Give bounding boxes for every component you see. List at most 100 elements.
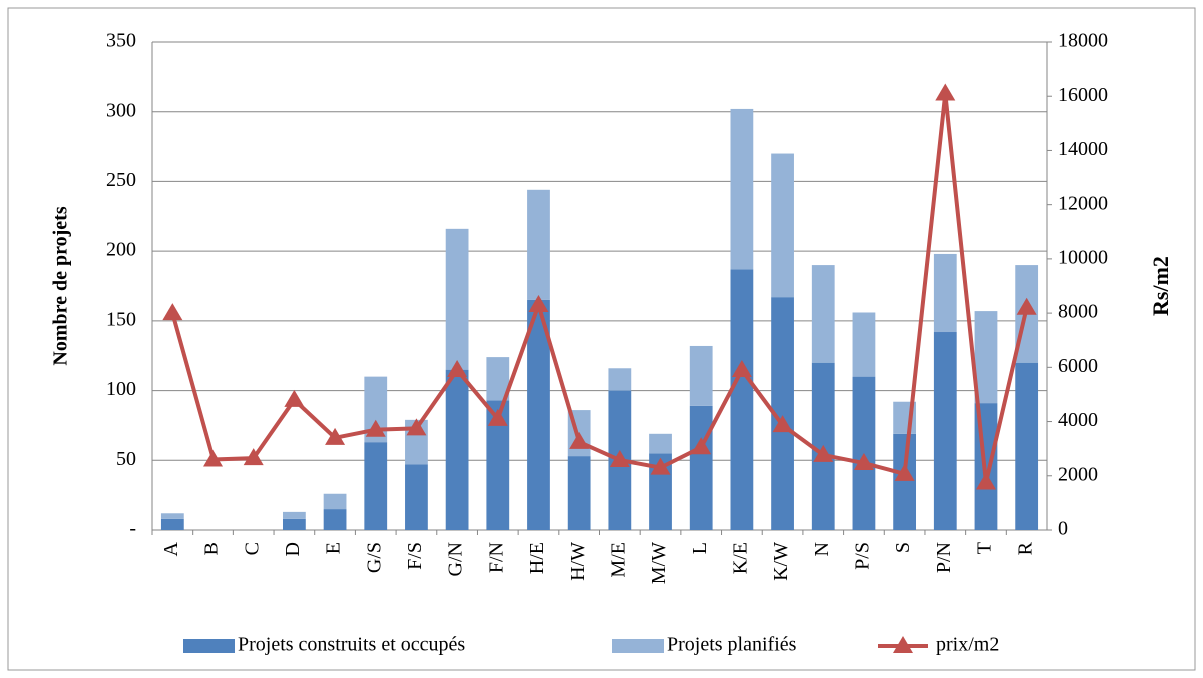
y2-tick-label: 6000: [1058, 355, 1098, 377]
y2-tick-label: 14000: [1058, 138, 1108, 160]
y-tick-label: -: [129, 518, 136, 540]
bar: [893, 433, 917, 530]
x-tick-label: G/N: [445, 542, 467, 576]
bar: [282, 511, 306, 519]
marker: [731, 360, 752, 378]
legend-swatch: [183, 639, 235, 653]
y-tick-label: 200: [106, 239, 136, 261]
bar: [771, 153, 794, 298]
bar: [323, 509, 347, 530]
marker: [447, 360, 468, 378]
marker: [975, 472, 996, 490]
x-tick-label: H/W: [567, 542, 589, 581]
marker: [365, 419, 386, 437]
x-tick-label: M/W: [648, 542, 670, 584]
y2-tick-label: 2000: [1058, 463, 1098, 485]
marker: [609, 450, 630, 468]
legend-label: prix/m2: [936, 634, 999, 656]
y-tick-label: 150: [106, 308, 136, 330]
bar: [811, 265, 835, 363]
marker: [935, 83, 956, 101]
marker: [569, 431, 590, 449]
bar: [649, 433, 672, 454]
marker: [284, 389, 305, 407]
bar: [852, 312, 876, 377]
marker: [528, 294, 549, 312]
bar: [771, 297, 794, 530]
marker: [813, 444, 834, 462]
x-tick-label: L: [689, 542, 711, 554]
x-tick-label: M/E: [607, 542, 629, 578]
marker: [772, 415, 793, 433]
x-tick-label: R: [1014, 541, 1036, 555]
x-tick-label: P/S: [852, 542, 874, 570]
bar: [527, 189, 550, 300]
marker: [853, 453, 874, 471]
x-tick-label: S: [892, 542, 914, 553]
x-tick-label: K/W: [770, 542, 792, 581]
bar: [445, 228, 469, 370]
x-tick-label: T: [974, 542, 996, 554]
y2-tick-label: 4000: [1058, 409, 1098, 431]
line: [170, 91, 1029, 485]
bar: [689, 405, 713, 530]
bar: [160, 518, 184, 530]
x-tick-label: G/S: [363, 542, 385, 573]
legend-label: Projets planifiés: [667, 634, 797, 656]
bar: [323, 493, 347, 510]
y2-tick-label: 8000: [1058, 301, 1098, 323]
marker: [650, 457, 671, 475]
y2-tick-label: 18000: [1058, 30, 1108, 52]
legend-marker: [893, 636, 913, 653]
x-tick-label: F/S: [404, 542, 426, 570]
y2-tick-label: 0: [1058, 518, 1068, 540]
legend-swatch: [612, 639, 664, 653]
y-tick-label: 250: [106, 169, 136, 191]
x-tick-label: F/N: [485, 542, 507, 573]
y2-tick-label: 16000: [1058, 84, 1108, 106]
y-tick-label: 300: [106, 99, 136, 121]
bar: [364, 376, 388, 443]
marker: [406, 418, 427, 436]
bar: [933, 332, 957, 530]
x-tick-label: K/E: [729, 542, 751, 574]
x-tick-label: D: [282, 542, 304, 556]
marker: [487, 408, 508, 426]
x-tick-label: P/N: [933, 542, 955, 573]
marker: [162, 303, 183, 321]
bar: [608, 368, 632, 391]
y2-tick-label: 12000: [1058, 192, 1108, 214]
x-tick-label: C: [241, 542, 263, 555]
marker: [1016, 297, 1037, 315]
marker: [894, 463, 915, 481]
y-tick-label: 100: [106, 378, 136, 400]
bar: [160, 513, 184, 519]
bar: [689, 345, 713, 406]
bar: [567, 456, 591, 530]
bar: [486, 357, 510, 401]
bar: [282, 518, 306, 530]
bar: [974, 311, 998, 404]
bar: [405, 464, 428, 530]
x-tick-label: A: [160, 541, 182, 556]
y-tick-label: 50: [116, 448, 136, 470]
x-tick-label: B: [201, 542, 223, 555]
y2-tick-label: 10000: [1058, 246, 1108, 268]
bar: [933, 253, 957, 333]
bar: [1015, 362, 1039, 530]
bar: [445, 369, 469, 530]
bar: [527, 299, 550, 530]
marker: [203, 449, 224, 467]
y-tick-label: 350: [106, 30, 136, 52]
bar: [730, 108, 754, 270]
x-tick-label: H/E: [526, 542, 548, 574]
marker: [691, 437, 712, 455]
marker: [325, 427, 346, 445]
x-tick-label: E: [323, 542, 345, 554]
legend-label: Projets construits et occupés: [238, 634, 465, 656]
y2-axis-label: Rs/m2: [1148, 256, 1173, 316]
bar: [364, 442, 388, 530]
bar: [730, 269, 754, 530]
x-tick-label: N: [811, 542, 833, 556]
